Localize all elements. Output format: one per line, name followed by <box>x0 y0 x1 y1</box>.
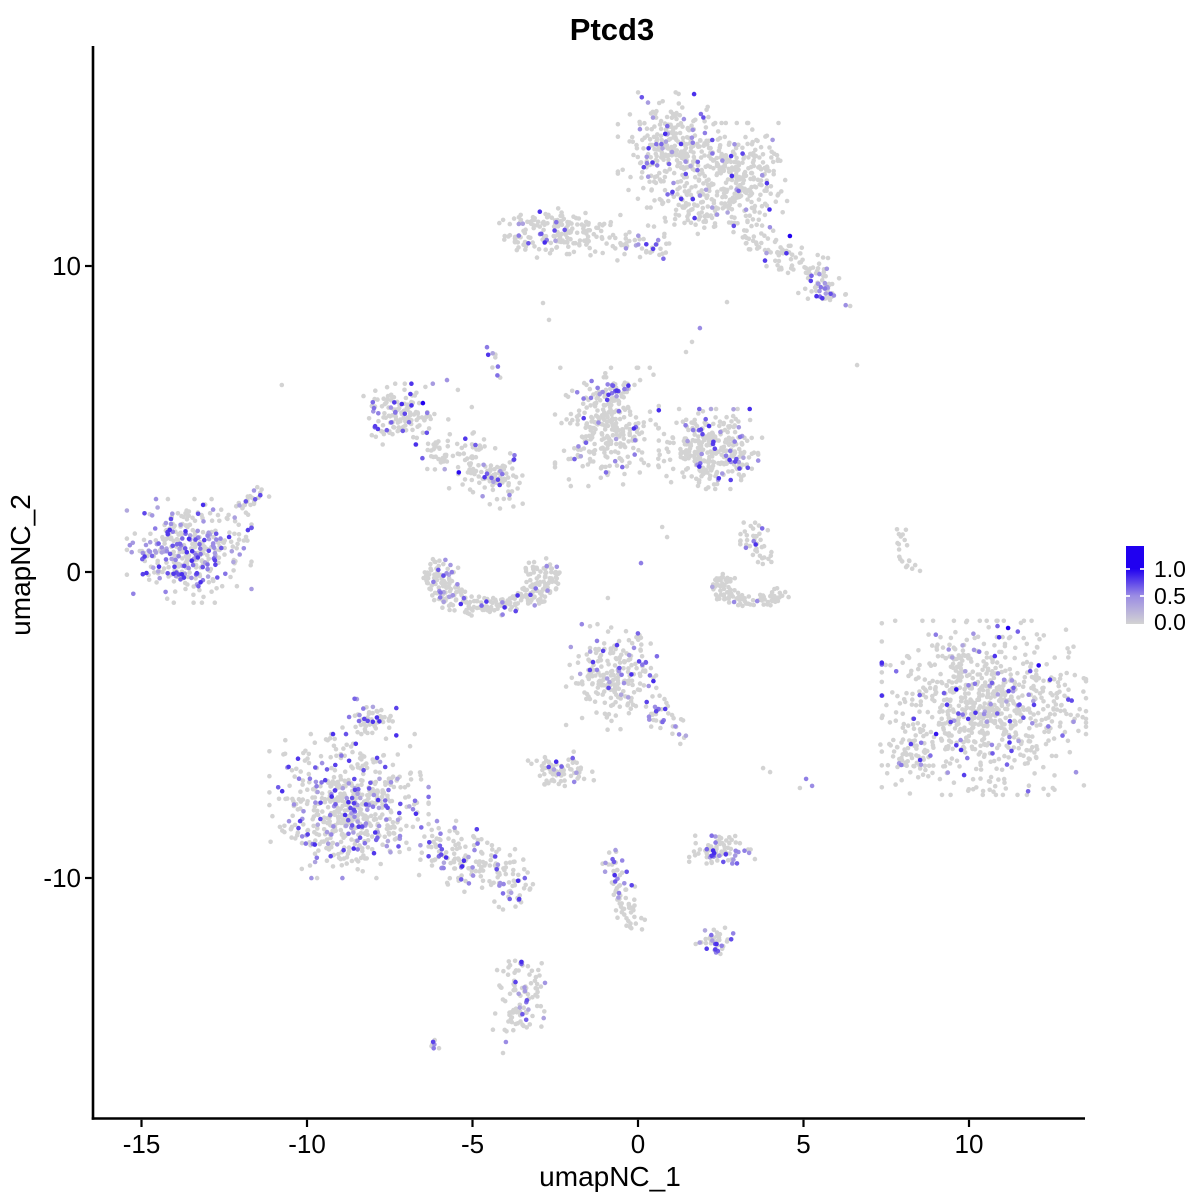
colorbar-tick <box>1126 595 1130 597</box>
colorbar-tick <box>1140 595 1144 597</box>
x-tick-label: -10 <box>288 1129 326 1159</box>
legend-label-high: 1.0 <box>1154 556 1186 582</box>
x-tick-label: 5 <box>796 1129 810 1159</box>
x-tick-label: 10 <box>955 1129 984 1159</box>
x-tick-label: -5 <box>461 1129 484 1159</box>
x-axis-title: umapNC_1 <box>539 1161 681 1192</box>
legend-label-low: 0.0 <box>1154 609 1186 635</box>
y-tick-label: -10 <box>43 863 81 893</box>
colorbar-tick <box>1140 568 1144 570</box>
plot-title: Ptcd3 <box>570 12 654 47</box>
y-axis-title: umapNC_2 <box>5 494 36 636</box>
y-axis-ticks: 10 0 -10 <box>43 251 92 893</box>
x-tick-label: -15 <box>123 1129 161 1159</box>
y-tick-label: 0 <box>67 557 81 587</box>
x-axis-ticks: -15 -10 -5 0 5 10 <box>123 1119 984 1159</box>
y-tick-label: 10 <box>52 251 81 281</box>
colorbar-tick <box>1126 568 1130 570</box>
data-points-layer <box>124 90 1089 1056</box>
legend-label-mid: 0.5 <box>1154 583 1186 609</box>
colorbar-legend: 1.0 0.5 0.0 <box>1126 546 1200 638</box>
colorbar-gradient <box>1126 546 1144 624</box>
x-tick-label: 0 <box>631 1129 645 1159</box>
